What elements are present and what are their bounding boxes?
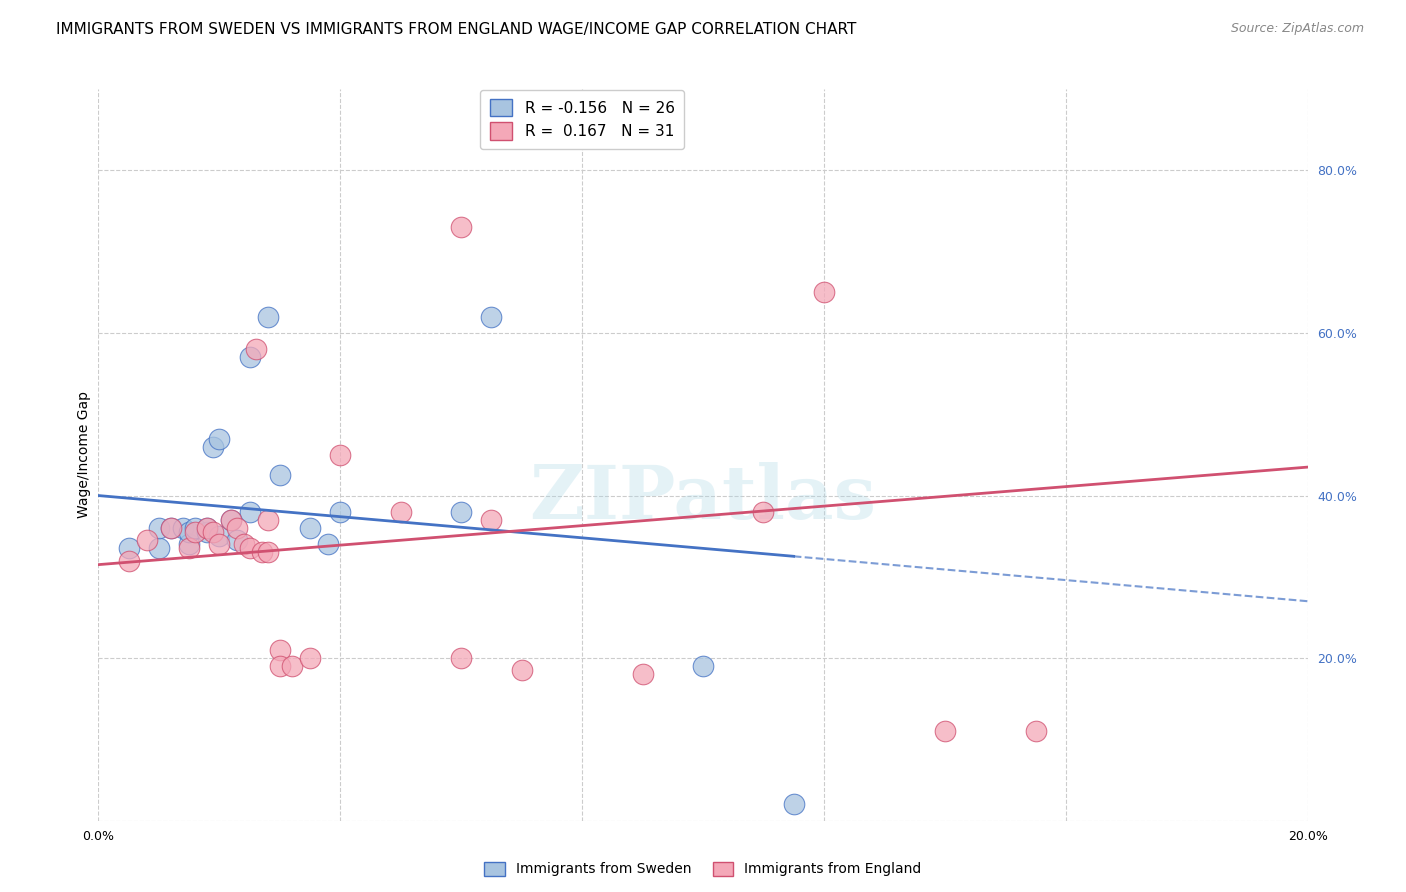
Point [450, 651, 472, 665]
Point [256, 545, 278, 559]
Point [226, 521, 249, 535]
Point [934, 724, 956, 739]
Point [195, 525, 218, 540]
Point [450, 505, 472, 519]
Point [195, 521, 218, 535]
Point [481, 513, 503, 527]
Point [813, 285, 835, 300]
Point [239, 351, 262, 365]
Point [221, 513, 243, 527]
Point [269, 468, 291, 483]
Point [329, 448, 352, 462]
Point [1024, 724, 1046, 739]
Point [450, 220, 472, 235]
Point [389, 505, 412, 519]
Point [135, 533, 157, 548]
Point [179, 541, 201, 556]
Point [208, 432, 231, 446]
Point [692, 659, 714, 673]
Point [195, 521, 218, 535]
Point [269, 659, 291, 673]
Point [316, 537, 339, 551]
Point [232, 537, 254, 551]
Point [752, 505, 775, 519]
Point [239, 505, 262, 519]
Point [208, 529, 231, 543]
Point [184, 525, 207, 540]
Point [221, 513, 243, 527]
Point [481, 310, 503, 324]
Point [299, 651, 322, 665]
Point [179, 537, 201, 551]
Point [202, 440, 225, 454]
Legend: Immigrants from Sweden, Immigrants from England: Immigrants from Sweden, Immigrants from … [479, 857, 927, 880]
Point [783, 797, 806, 812]
Text: Source: ZipAtlas.com: Source: ZipAtlas.com [1230, 22, 1364, 36]
Point [202, 525, 225, 540]
Point [239, 541, 262, 556]
Point [256, 513, 278, 527]
Text: ZIPatlas: ZIPatlas [530, 462, 876, 535]
Point [631, 667, 654, 681]
Point [160, 521, 183, 535]
Point [245, 343, 267, 357]
Point [184, 521, 207, 535]
Point [226, 533, 249, 548]
Point [118, 553, 141, 567]
Y-axis label: Wage/Income Gap: Wage/Income Gap [77, 392, 91, 518]
Point [179, 525, 201, 540]
Legend: R = -0.156   N = 26, R =  0.167   N = 31: R = -0.156 N = 26, R = 0.167 N = 31 [481, 89, 683, 149]
Point [148, 541, 170, 556]
Point [281, 659, 304, 673]
Point [510, 663, 533, 677]
Point [250, 545, 273, 559]
Point [160, 521, 183, 535]
Point [118, 541, 141, 556]
Point [208, 537, 231, 551]
Text: IMMIGRANTS FROM SWEDEN VS IMMIGRANTS FROM ENGLAND WAGE/INCOME GAP CORRELATION CH: IMMIGRANTS FROM SWEDEN VS IMMIGRANTS FRO… [56, 22, 856, 37]
Point [269, 643, 291, 657]
Point [329, 505, 352, 519]
Point [299, 521, 322, 535]
Point [148, 521, 170, 535]
Point [172, 521, 194, 535]
Point [256, 310, 278, 324]
